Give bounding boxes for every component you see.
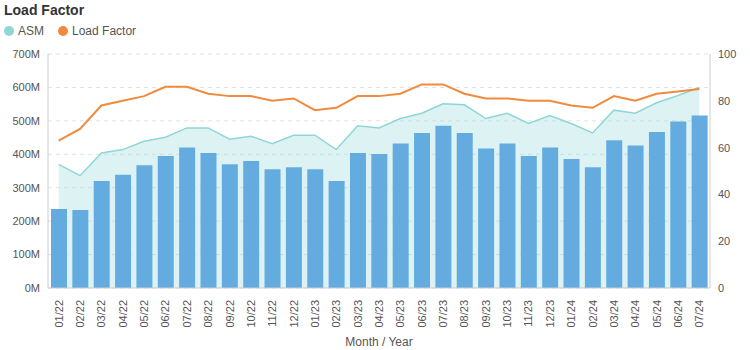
svg-text:40: 40 bbox=[718, 188, 730, 200]
svg-text:09/23: 09/23 bbox=[480, 300, 492, 328]
svg-text:06/23: 06/23 bbox=[416, 300, 428, 328]
svg-text:03/23: 03/23 bbox=[352, 300, 364, 328]
svg-text:10/22: 10/22 bbox=[245, 300, 257, 328]
svg-text:06/24: 06/24 bbox=[672, 300, 684, 328]
svg-text:400M: 400M bbox=[12, 148, 40, 160]
svg-text:04/23: 04/23 bbox=[373, 300, 385, 328]
svg-text:02/24: 02/24 bbox=[587, 300, 599, 328]
svg-text:80: 80 bbox=[718, 95, 730, 107]
svg-text:08/23: 08/23 bbox=[458, 300, 470, 328]
svg-text:03/22: 03/22 bbox=[95, 300, 107, 328]
svg-text:11/23: 11/23 bbox=[522, 300, 534, 327]
svg-text:02/22: 02/22 bbox=[74, 300, 86, 328]
svg-text:04/22: 04/22 bbox=[117, 300, 129, 328]
svg-text:07/22: 07/22 bbox=[181, 300, 193, 328]
svg-text:12/22: 12/22 bbox=[288, 300, 300, 328]
svg-text:0M: 0M bbox=[25, 282, 40, 294]
svg-text:60: 60 bbox=[718, 142, 730, 154]
svg-text:12/23: 12/23 bbox=[544, 300, 556, 328]
svg-text:200M: 200M bbox=[12, 215, 40, 227]
html-text:Load Factor: Load Factor bbox=[72, 24, 137, 38]
svg-text:07/24: 07/24 bbox=[693, 300, 705, 328]
html-text:ASM: ASM bbox=[18, 24, 44, 38]
svg-text:09/22: 09/22 bbox=[224, 300, 236, 328]
svg-text:08/22: 08/22 bbox=[202, 300, 214, 328]
html-text:Load Factor: Load Factor bbox=[4, 2, 85, 18]
svg-text:06/22: 06/22 bbox=[159, 300, 171, 328]
svg-text:20: 20 bbox=[718, 235, 730, 247]
svg-text:300M: 300M bbox=[12, 182, 40, 194]
svg-text:11/22: 11/22 bbox=[266, 300, 278, 327]
svg-text:04/24: 04/24 bbox=[629, 300, 641, 328]
svg-text:01/22: 01/22 bbox=[53, 300, 65, 328]
svg-text:10/23: 10/23 bbox=[501, 300, 513, 328]
svg-text:700M: 700M bbox=[12, 48, 40, 60]
svg-text:500M: 500M bbox=[12, 115, 40, 127]
svg-text:02/23: 02/23 bbox=[330, 300, 342, 328]
svg-text:100M: 100M bbox=[12, 248, 40, 260]
svg-text:01/24: 01/24 bbox=[565, 300, 577, 328]
svg-text:Month / Year: Month / Year bbox=[345, 335, 412, 349]
svg-text:07/23: 07/23 bbox=[437, 300, 449, 328]
svg-text:05/24: 05/24 bbox=[651, 300, 663, 328]
svg-text:05/23: 05/23 bbox=[394, 300, 406, 328]
svg-text:05/22: 05/22 bbox=[138, 300, 150, 328]
svg-text:600M: 600M bbox=[12, 81, 40, 93]
svg-text:0: 0 bbox=[718, 282, 724, 294]
svg-text:03/24: 03/24 bbox=[608, 300, 620, 328]
svg-text:100: 100 bbox=[718, 48, 736, 60]
svg-text:01/23: 01/23 bbox=[309, 300, 321, 328]
